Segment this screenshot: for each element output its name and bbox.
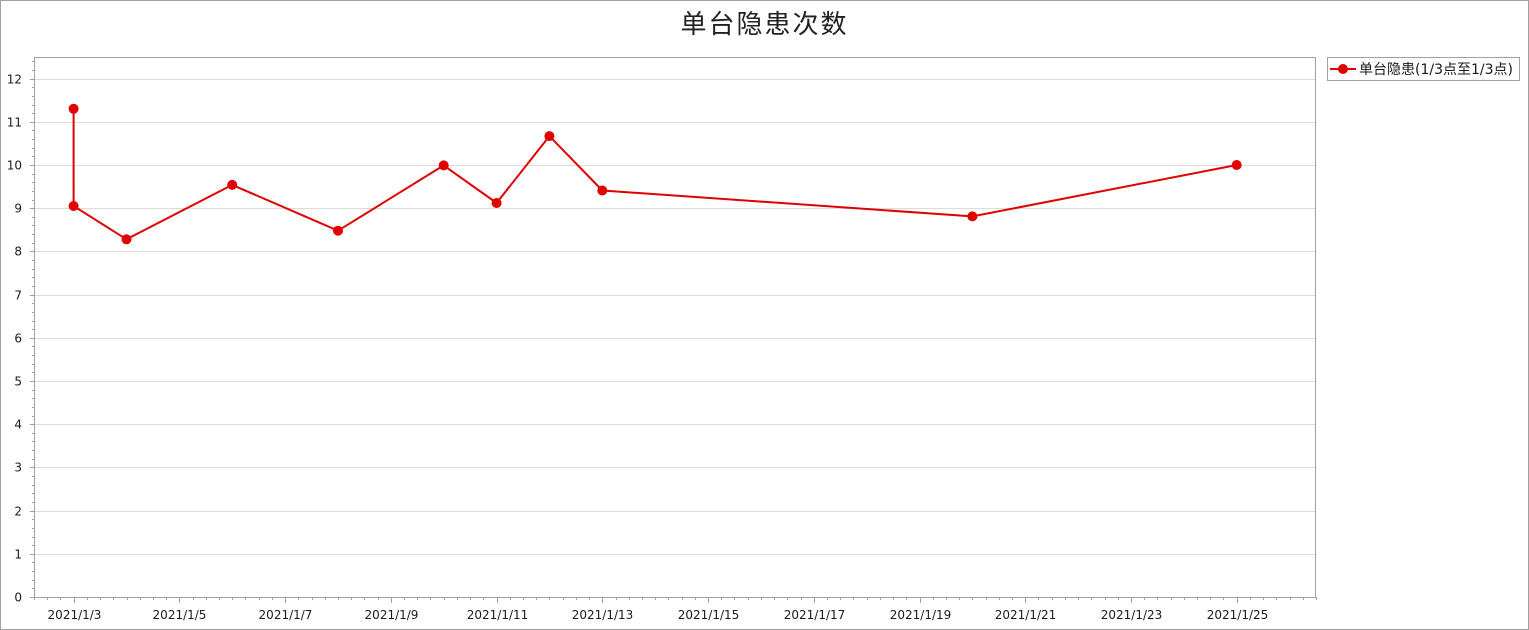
y-tick-label: 8 xyxy=(14,245,22,259)
x-tick-label: 2021/1/7 xyxy=(259,608,313,622)
x-tick-label: 2021/1/21 xyxy=(995,608,1057,622)
data-point xyxy=(68,103,79,114)
y-tick-label: 3 xyxy=(14,461,22,475)
x-tick-label: 2021/1/3 xyxy=(48,608,102,622)
data-point xyxy=(121,234,132,245)
legend-swatch-icon xyxy=(1330,64,1356,74)
data-point xyxy=(544,131,555,142)
data-point xyxy=(967,211,978,222)
x-tick-label: 2021/1/23 xyxy=(1101,608,1163,622)
y-tick-label: 5 xyxy=(14,375,22,389)
y-tick-label: 7 xyxy=(14,289,22,303)
data-point xyxy=(597,185,608,196)
y-tick-label: 9 xyxy=(14,202,22,216)
y-tick-label: 12 xyxy=(7,73,22,87)
axes xyxy=(30,57,1317,603)
x-tick-label: 2021/1/25 xyxy=(1207,608,1269,622)
x-tick-label: 2021/1/13 xyxy=(572,608,634,622)
y-tick-label: 0 xyxy=(14,591,22,605)
x-tick-label: 2021/1/19 xyxy=(890,608,952,622)
chart-title: 单台隐患次数 xyxy=(680,10,849,40)
x-tick-label: 2021/1/17 xyxy=(784,608,846,622)
data-point xyxy=(333,225,343,236)
data-point xyxy=(68,201,79,211)
y-tick-label: 6 xyxy=(14,332,22,346)
series-group xyxy=(68,103,1242,245)
legend[interactable]: 单台隐患(1/3点至1/3点) xyxy=(1327,57,1520,81)
x-tick-label: 2021/1/15 xyxy=(678,608,740,622)
data-point xyxy=(438,160,449,171)
y-tick-label: 4 xyxy=(14,418,22,432)
plot-border xyxy=(34,57,1316,598)
y-tick-label: 10 xyxy=(7,159,22,173)
data-point xyxy=(227,179,238,190)
x-tick-label: 2021/1/9 xyxy=(365,608,419,622)
series-line-0 xyxy=(72,108,1237,241)
grid-lines xyxy=(34,79,1316,555)
y-tick-label: 2 xyxy=(14,505,22,519)
x-tick-label: 2021/1/5 xyxy=(153,608,207,622)
y-tick-label: 11 xyxy=(7,116,22,130)
y-tick-label: 1 xyxy=(14,548,22,562)
data-point xyxy=(491,198,502,208)
legend-label: 单台隐患(1/3点至1/3点) xyxy=(1359,62,1513,78)
x-tick-label: 2021/1/11 xyxy=(467,608,529,622)
data-point xyxy=(1231,160,1242,170)
